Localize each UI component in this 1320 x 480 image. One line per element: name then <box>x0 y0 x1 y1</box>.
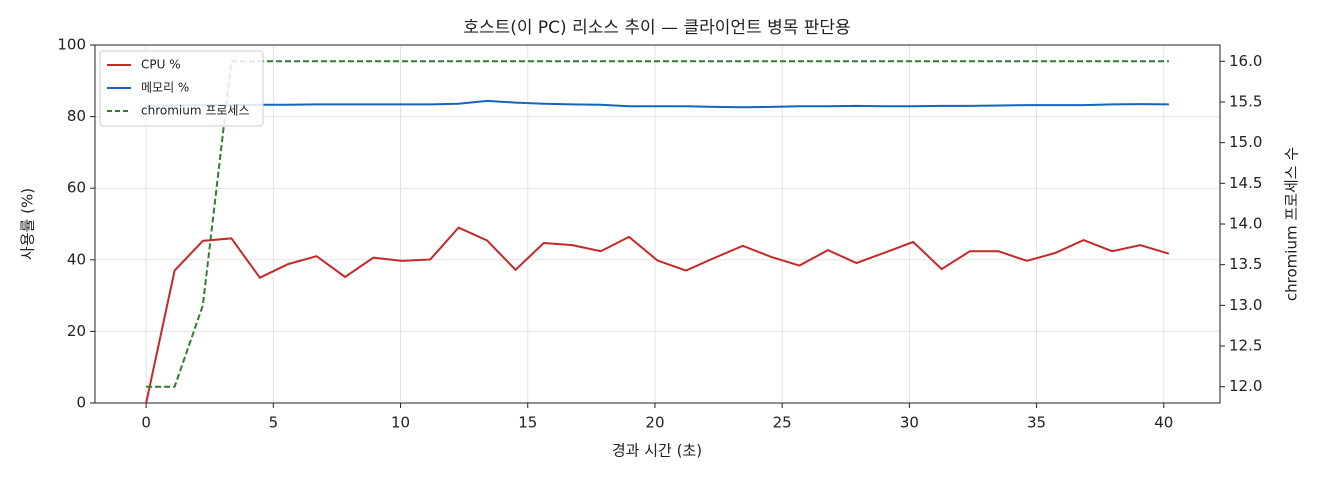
x-tick-label: 40 <box>1154 414 1173 432</box>
x-axis-label: 경과 시간 (초) <box>612 442 702 460</box>
legend-label: CPU % <box>141 58 181 72</box>
x-tick-label: 25 <box>773 414 792 432</box>
y2-tick-label: 12.0 <box>1229 377 1262 395</box>
y-tick-label: 20 <box>67 322 86 340</box>
x-tick-label: 35 <box>1027 414 1046 432</box>
x-tick-label: 5 <box>269 414 279 432</box>
y-axis-label: 사용률 (%) <box>19 188 37 260</box>
y2-tick-label: 12.5 <box>1229 337 1262 355</box>
y-tick-label: 0 <box>76 394 86 412</box>
y2-tick-label: 16.0 <box>1229 52 1262 70</box>
y2-tick-label: 14.5 <box>1229 174 1262 192</box>
y2-tick-label: 15.0 <box>1229 133 1262 151</box>
legend-box <box>99 50 264 127</box>
y-tick-label: 100 <box>57 36 86 54</box>
series-line <box>146 60 1169 388</box>
legend-label: chromium 프로세스 <box>141 104 250 118</box>
y-tick-label: 40 <box>67 250 86 268</box>
y2-tick-label: 13.5 <box>1229 255 1262 273</box>
y2-axis-label: chromium 프로세스 수 <box>1283 147 1301 301</box>
x-tick-label: 20 <box>645 414 664 432</box>
y2-tick-label: 14.0 <box>1229 215 1262 233</box>
x-tick-label: 30 <box>900 414 919 432</box>
y-tick-label: 80 <box>67 107 86 125</box>
y-tick-label: 60 <box>67 179 86 197</box>
series-line <box>146 99 1169 109</box>
plot-frame <box>94 44 1221 404</box>
x-tick-label: 0 <box>141 414 151 432</box>
x-tick-label: 15 <box>518 414 537 432</box>
legend: CPU % 메모리 % chromium 프로세스 <box>99 50 264 127</box>
legend-label: 메모리 % <box>141 81 189 95</box>
x-tick-label: 10 <box>391 414 410 432</box>
chart-title: 호스트(이 PC) 리소스 추이 — 클라이언트 병목 판단용 <box>463 18 850 38</box>
y2-tick-label: 13.0 <box>1229 296 1262 314</box>
series-line <box>145 226 1170 404</box>
y2-tick-label: 15.5 <box>1229 92 1262 110</box>
